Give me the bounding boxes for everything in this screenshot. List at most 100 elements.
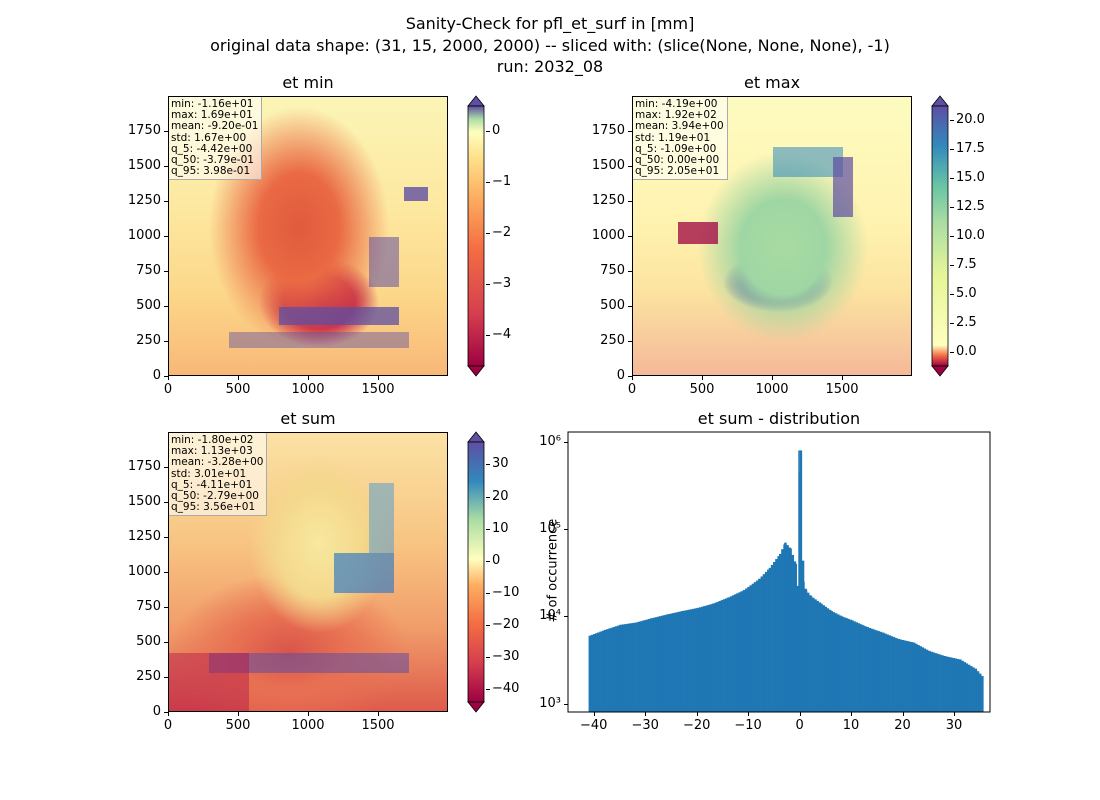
- histogram-bar: [948, 657, 951, 712]
- histogram-bar: [663, 615, 666, 712]
- tick-mark: [950, 352, 954, 354]
- histogram-bar: [828, 609, 832, 712]
- tick-mark: [628, 271, 632, 272]
- colorbar-tick-label: 17.5: [956, 140, 985, 156]
- panel-title-et-sum: et sum: [280, 409, 336, 428]
- histogram-bar: [658, 616, 662, 712]
- histogram-bar: [888, 635, 891, 712]
- histogram-bar: [628, 623, 631, 712]
- anomaly-patch-purple: [279, 307, 399, 325]
- histogram-bar: [722, 599, 726, 712]
- histogram-bar: [597, 632, 600, 712]
- histogram-bar: [903, 640, 907, 712]
- colorbar-tick-label: −10: [492, 584, 520, 600]
- tick-mark: [486, 592, 490, 594]
- tick-mark: [164, 712, 168, 713]
- histogram-bar: [849, 619, 852, 712]
- histogram-bar: [818, 602, 822, 712]
- tick-mark: [696, 712, 698, 716]
- histogram-bar: [872, 629, 876, 712]
- panel-title-et-min: et min: [282, 73, 334, 92]
- histogram-bar: [645, 619, 649, 712]
- tick-mark: [164, 502, 168, 503]
- anomaly-patch-blue: [369, 483, 394, 553]
- histogram-bar: [892, 637, 896, 712]
- tick-mark: [164, 131, 168, 132]
- histogram-bar: [665, 614, 669, 712]
- tick-mark: [164, 642, 168, 643]
- histogram-bar: [855, 622, 858, 712]
- histogram-bar: [814, 599, 817, 712]
- histogram-bar: [777, 556, 780, 712]
- histogram-bar: [661, 615, 664, 712]
- colorbar-tick-label: 12.5: [956, 198, 985, 214]
- colorbar-tick-label: 10.0: [956, 228, 985, 243]
- histogram-bar: [775, 559, 778, 712]
- colorbar-tick-label: 5.0: [956, 286, 977, 302]
- tick-mark: [950, 323, 954, 325]
- histogram-bar: [857, 623, 861, 712]
- histogram-bar: [654, 617, 658, 712]
- histogram-bar: [608, 628, 611, 712]
- histogram-bar: [747, 586, 750, 712]
- colorbar-tick-label: 10: [492, 520, 509, 536]
- tick-mark: [628, 201, 632, 202]
- histogram-y-tick-label: 10⁶: [539, 433, 561, 449]
- y-tick-label: 250: [600, 333, 625, 348]
- y-tick-label: 0: [152, 704, 161, 719]
- tick-mark: [628, 341, 632, 342]
- tick-mark: [772, 376, 773, 380]
- histogram-bar: [786, 545, 789, 712]
- histogram-bar: [714, 602, 717, 712]
- histogram-bar: [932, 652, 936, 712]
- histogram-bar: [919, 646, 922, 712]
- histogram-bar: [623, 624, 627, 712]
- histogram-bar: [637, 621, 640, 712]
- histogram-x-tick-label: −40: [580, 718, 608, 733]
- tick-mark: [164, 376, 168, 377]
- tick-mark: [799, 712, 801, 716]
- tick-mark: [564, 703, 568, 705]
- tick-mark: [486, 284, 490, 286]
- colorbar-tick-label: 0.0: [956, 344, 977, 360]
- colorbar-tick-label: 15.0: [956, 169, 985, 185]
- histogram-bar: [696, 607, 700, 712]
- y-tick-label: 500: [600, 298, 625, 313]
- histogram-bar: [910, 642, 913, 712]
- histogram-bar: [694, 608, 697, 712]
- tick-mark: [486, 689, 490, 691]
- histogram-bar: [969, 666, 973, 712]
- tick-mark: [486, 496, 490, 498]
- tick-mark: [950, 177, 954, 179]
- tick-mark: [632, 376, 633, 380]
- tick-mark: [748, 712, 750, 716]
- tick-mark: [564, 616, 568, 618]
- stats-box: min: -4.19e+00 max: 1.92e+02 mean: 3.94e+0…: [633, 97, 728, 181]
- histogram-bar: [740, 591, 744, 712]
- histogram-bar: [595, 633, 598, 712]
- colorbar-tick-label: −3: [492, 276, 512, 292]
- histogram-bar: [799, 450, 803, 712]
- histogram-bar: [590, 634, 594, 712]
- histogram-bar: [604, 629, 607, 712]
- colorbar-tick-label: −1: [492, 174, 512, 190]
- x-tick-label: 1000: [291, 382, 325, 397]
- histogram-bar: [630, 623, 633, 712]
- histogram-bar: [698, 607, 702, 712]
- histogram-bar: [853, 621, 856, 712]
- tick-mark: [486, 657, 490, 659]
- colorbar-tick-label: 2.5: [956, 315, 977, 331]
- tick-mark: [238, 376, 239, 380]
- y-tick-label: 1250: [127, 193, 161, 208]
- tick-mark: [953, 712, 955, 716]
- histogram-y-tick-label: 10⁵: [539, 521, 561, 537]
- histogram-bar: [930, 651, 933, 712]
- histogram-bar: [925, 649, 929, 712]
- histogram-bar: [647, 618, 651, 712]
- colorbar-tick-label: −20: [492, 616, 520, 632]
- tick-mark: [950, 148, 954, 150]
- tick-mark: [486, 131, 490, 133]
- histogram-bar: [804, 590, 808, 712]
- histogram-bar: [901, 639, 905, 712]
- histogram-bar: [707, 604, 711, 712]
